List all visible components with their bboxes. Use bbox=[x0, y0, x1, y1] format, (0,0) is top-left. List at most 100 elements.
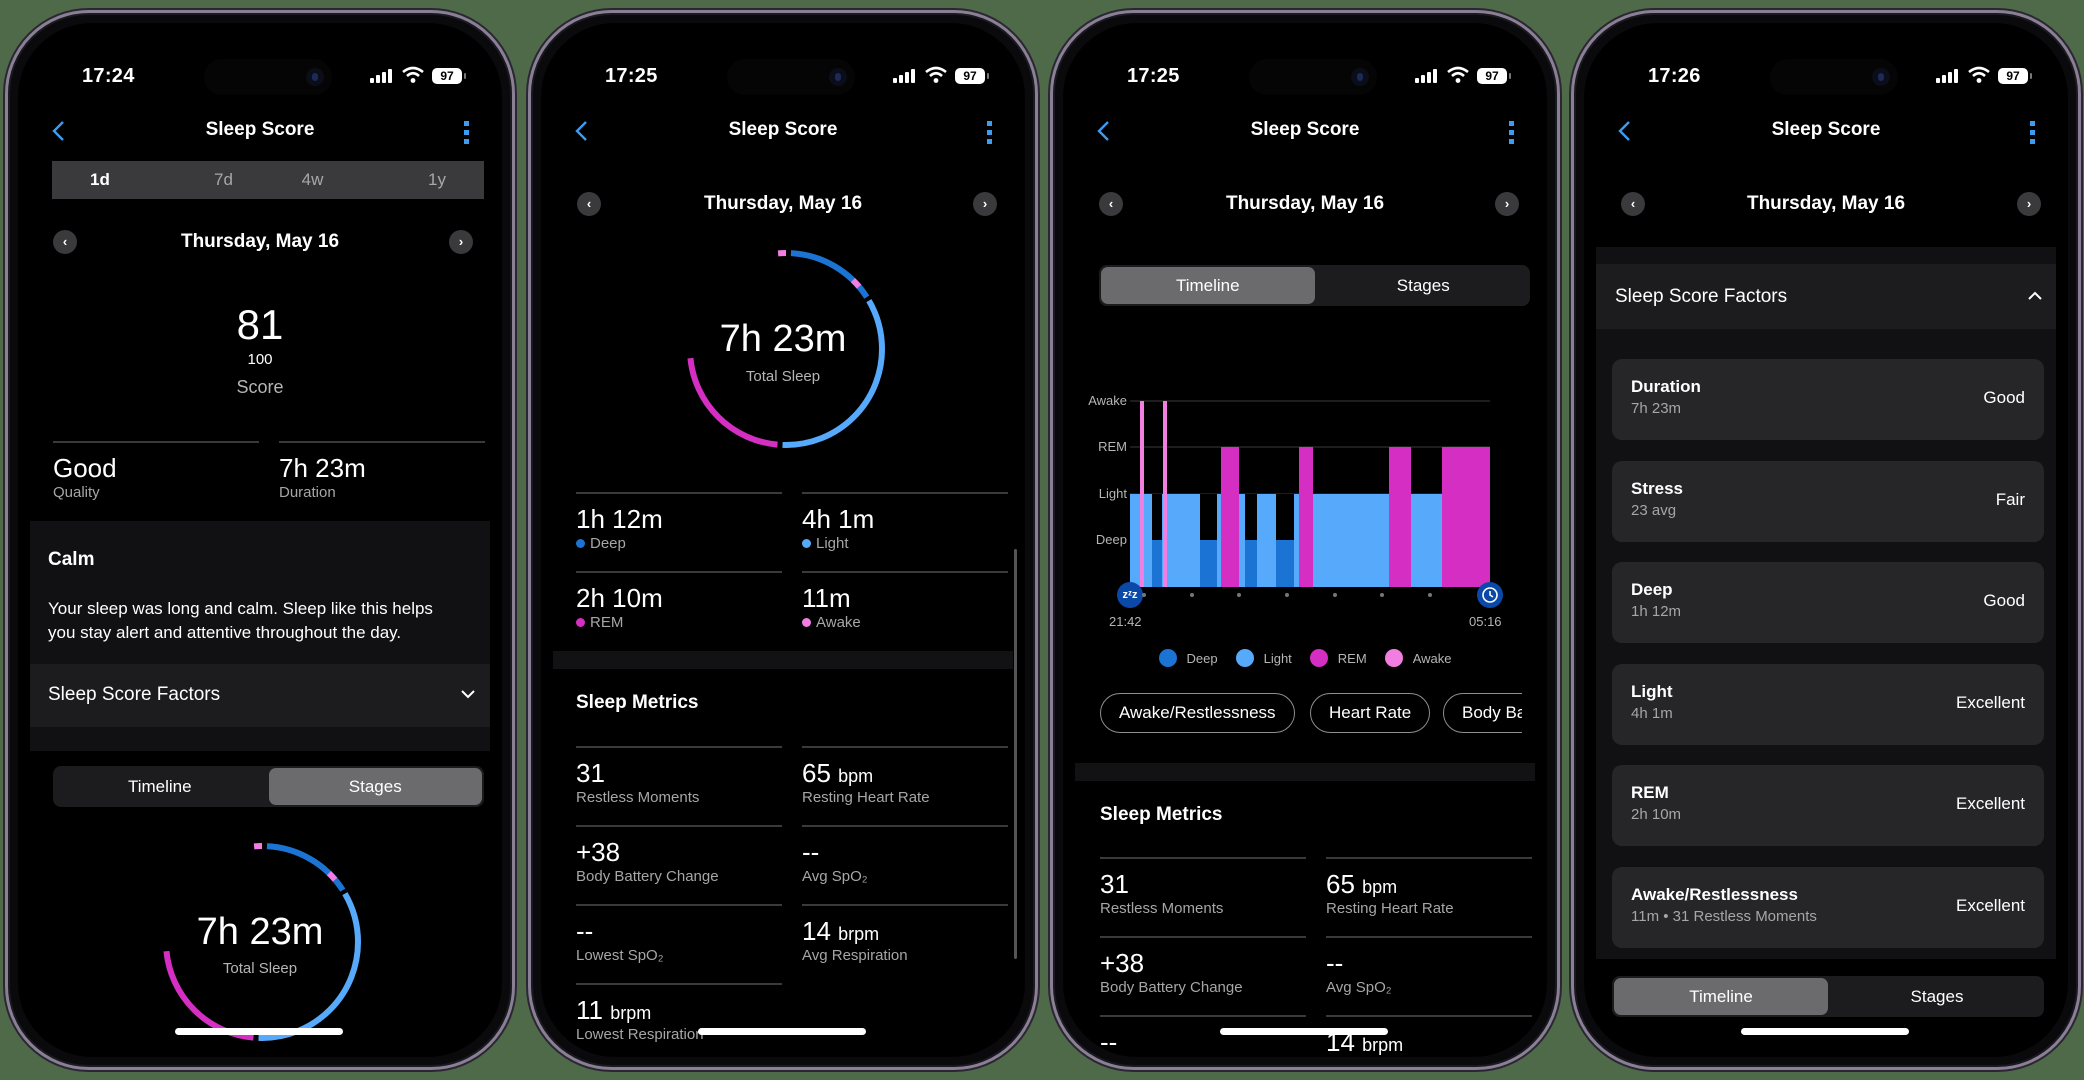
divider bbox=[53, 441, 259, 443]
period-tab-4w[interactable]: 4w bbox=[301, 170, 324, 189]
back-button[interactable] bbox=[1093, 119, 1117, 143]
camera-icon bbox=[1351, 68, 1369, 86]
back-button[interactable] bbox=[1614, 119, 1638, 143]
factor-card-rem[interactable]: REM 2h 10m Excellent bbox=[1612, 765, 2044, 846]
divider bbox=[576, 492, 782, 494]
phone-frame-3: 17:25 97 Sleep Score ‹ Thursday, May 16 … bbox=[1050, 10, 1560, 1070]
prev-day-button[interactable]: ‹ bbox=[1621, 192, 1645, 216]
prev-day-button[interactable]: ‹ bbox=[577, 192, 601, 216]
next-day-button[interactable]: › bbox=[449, 230, 473, 254]
more-menu-icon[interactable] bbox=[987, 121, 993, 145]
wifi-icon bbox=[1447, 66, 1469, 83]
divider bbox=[576, 571, 782, 573]
back-button[interactable] bbox=[571, 119, 595, 143]
date-label: Thursday, May 16 bbox=[703, 193, 863, 214]
metric-value: 11 brpm bbox=[576, 995, 652, 1025]
metric-label: Avg SpO₂ bbox=[1326, 979, 1392, 996]
light-dot-icon bbox=[802, 539, 811, 548]
deep-label: Deep bbox=[576, 535, 626, 552]
home-indicator[interactable] bbox=[698, 1028, 866, 1035]
tab-timeline[interactable]: Timeline bbox=[1614, 978, 1828, 1015]
home-indicator[interactable] bbox=[1741, 1028, 1909, 1035]
divider bbox=[576, 983, 782, 985]
factors-label: Sleep Score Factors bbox=[1615, 286, 1788, 307]
duration-value: 7h 23m bbox=[279, 453, 366, 483]
divider bbox=[1100, 936, 1306, 938]
more-menu-icon[interactable] bbox=[464, 121, 470, 145]
chip-awake-restlessness[interactable]: Awake/Restlessness bbox=[1100, 693, 1295, 733]
more-menu-icon[interactable] bbox=[1509, 121, 1515, 145]
tab-stages[interactable]: Stages bbox=[1396, 275, 1450, 295]
factor-card-light[interactable]: Light 4h 1m Excellent bbox=[1612, 664, 2044, 745]
next-day-button[interactable]: › bbox=[973, 192, 997, 216]
metric-label: Lowest Respiration bbox=[576, 1026, 704, 1043]
factor-card-stress[interactable]: Stress 23 avg Fair bbox=[1612, 461, 2044, 542]
light-label: Light bbox=[802, 535, 849, 552]
awake-label: Awake bbox=[802, 614, 861, 631]
sleep-score-label: Score bbox=[236, 377, 284, 397]
wake-alarm-icon bbox=[1477, 582, 1503, 608]
chevron-down-icon bbox=[461, 690, 475, 699]
view-toggle: Timeline Stages bbox=[53, 766, 484, 807]
factor-rating: Good bbox=[1983, 388, 2025, 407]
deep-dot-icon bbox=[1158, 649, 1177, 667]
divider bbox=[576, 825, 782, 827]
prev-day-button[interactable]: ‹ bbox=[1099, 192, 1123, 216]
next-day-button[interactable]: › bbox=[2017, 192, 2041, 216]
light-duration: 4h 1m bbox=[802, 504, 875, 534]
status-time: 17:24 bbox=[82, 65, 135, 87]
awake-dot-icon bbox=[1384, 649, 1403, 667]
battery-indicator: 97 bbox=[1477, 68, 1511, 84]
period-tab-7d[interactable]: 7d bbox=[214, 170, 233, 189]
chip-heart-rate[interactable]: Heart Rate bbox=[1310, 693, 1431, 733]
divider bbox=[576, 746, 782, 748]
factor-title: Stress bbox=[1631, 479, 1683, 498]
next-day-button[interactable]: › bbox=[1495, 192, 1519, 216]
phone-frame-1: 17:24 97 Sleep Score 1d 7d 4w 1y ‹ Thurs… bbox=[5, 10, 515, 1070]
legend-rem: REM bbox=[1309, 649, 1367, 669]
factor-subtitle: 1h 12m bbox=[1631, 603, 1682, 620]
tab-stages[interactable]: Stages bbox=[1910, 986, 1964, 1006]
metric-value: -- bbox=[1100, 1027, 1118, 1057]
factor-card-deep[interactable]: Deep 1h 12m Good bbox=[1612, 562, 2044, 643]
metric-value: 14 brpm bbox=[802, 916, 880, 946]
total-sleep-label: Total Sleep bbox=[745, 368, 821, 385]
divider bbox=[1326, 936, 1532, 938]
sleep-score-max: 100 bbox=[247, 351, 273, 368]
legend-light: Light bbox=[1235, 649, 1292, 669]
insight-card: Calm Your sleep was long and calm. Sleep… bbox=[30, 521, 490, 751]
tab-timeline[interactable]: Timeline bbox=[127, 776, 192, 796]
period-tab-1d[interactable]: 1d bbox=[90, 170, 110, 189]
metric-label: Avg Respiration bbox=[802, 947, 908, 964]
more-menu-icon[interactable] bbox=[2030, 121, 2036, 145]
home-indicator[interactable] bbox=[175, 1028, 343, 1035]
sleep-score-factors-toggle[interactable]: Sleep Score Factors bbox=[1596, 264, 2056, 329]
home-indicator[interactable] bbox=[1220, 1028, 1388, 1035]
factor-subtitle: 2h 10m bbox=[1631, 806, 1682, 823]
factor-subtitle: 4h 1m bbox=[1631, 705, 1673, 722]
chip-body-battery[interactable]: Body Bat bbox=[1443, 693, 1522, 733]
divider bbox=[802, 746, 1008, 748]
sleep-score-factors-toggle[interactable]: Sleep Score Factors bbox=[30, 664, 490, 727]
screen-1: 17:24 97 Sleep Score 1d 7d 4w 1y ‹ Thurs… bbox=[18, 23, 502, 1057]
metric-value: 65 bpm bbox=[1326, 869, 1398, 899]
date-navigator: ‹ Thursday, May 16 › bbox=[1063, 192, 1547, 216]
awake-dot-icon bbox=[802, 618, 811, 627]
insight-body-line: Your sleep was long and calm. Sleep like… bbox=[48, 599, 433, 618]
period-tab-1y[interactable]: 1y bbox=[428, 170, 446, 189]
rem-duration: 2h 10m bbox=[576, 583, 663, 613]
total-sleep-ring bbox=[687, 250, 885, 448]
tab-stages[interactable]: Stages bbox=[268, 768, 482, 805]
insight-body-line: you stay alert and attentive throughout … bbox=[48, 623, 402, 642]
back-button[interactable] bbox=[48, 119, 72, 143]
factor-card-awake-restlessness[interactable]: Awake/Restlessness 11m • 31 Restless Mom… bbox=[1612, 867, 2044, 948]
prev-day-button[interactable]: ‹ bbox=[53, 230, 77, 254]
factor-card-duration[interactable]: Duration 7h 23m Good bbox=[1612, 359, 2044, 440]
status-time: 17:26 bbox=[1648, 65, 1701, 87]
total-sleep-label: Total Sleep bbox=[222, 960, 298, 977]
scrollbar[interactable] bbox=[1014, 549, 1017, 959]
metric-label: Body Battery Change bbox=[576, 868, 719, 885]
metric-value: 31 bbox=[1100, 869, 1129, 899]
tab-timeline[interactable]: Timeline bbox=[1101, 267, 1315, 304]
phone-frame-4: 17:26 97 Sleep Score ‹ Thursday, May 16 … bbox=[1571, 10, 2081, 1070]
